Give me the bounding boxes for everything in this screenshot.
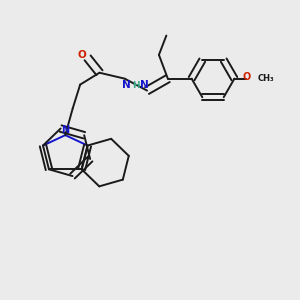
Text: N: N — [122, 80, 130, 90]
Text: O: O — [78, 50, 87, 61]
Text: O: O — [243, 72, 251, 82]
Text: H: H — [132, 81, 140, 90]
Text: N: N — [140, 80, 149, 90]
Text: CH₃: CH₃ — [258, 74, 274, 83]
Text: N: N — [61, 125, 69, 135]
